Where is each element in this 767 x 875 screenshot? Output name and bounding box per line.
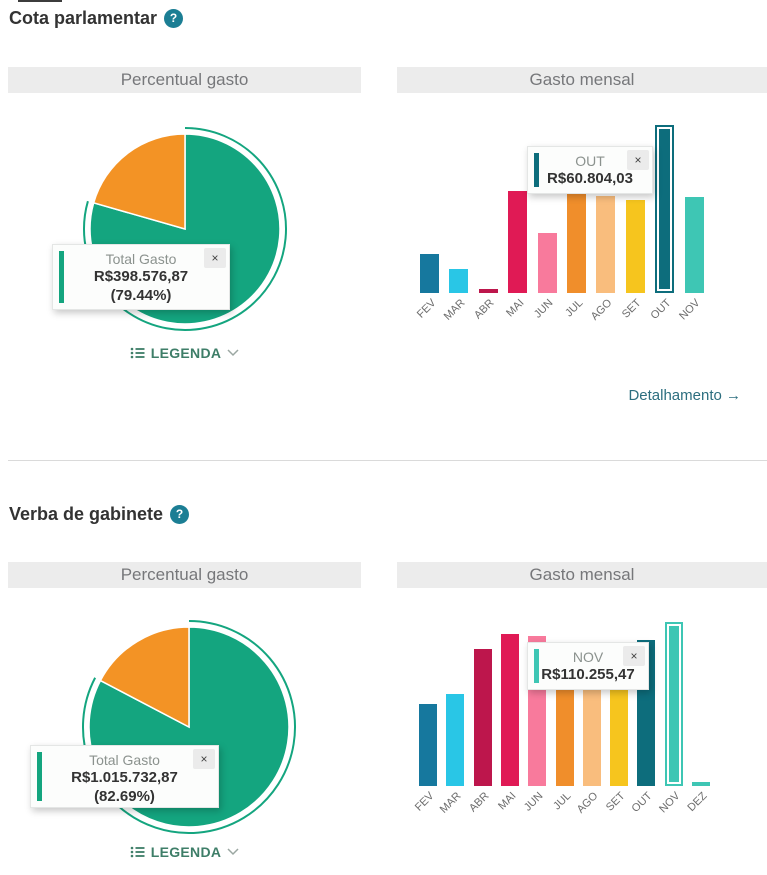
section-divider [8, 460, 767, 461]
help-icon[interactable]: ? [170, 505, 190, 524]
bar-mar[interactable] [449, 269, 469, 293]
bar-abr[interactable] [473, 649, 492, 786]
detalhamento-link[interactable]: Detalhamento → [628, 387, 741, 404]
page-top-fragment [18, 0, 62, 2]
tooltip-title: Total Gasto [89, 752, 160, 768]
bar-fev[interactable] [419, 704, 437, 786]
tooltip-accent-bar [534, 649, 539, 683]
bar-fev[interactable] [420, 254, 439, 293]
bar-ago[interactable] [582, 671, 601, 786]
section-title-text: Verba de gabinete [9, 504, 164, 524]
bar-set[interactable] [610, 674, 629, 786]
bar-chart-verba: FEV MAR ABR MAI JUN JUL AGO SET OUT NOV DEZ [397, 600, 767, 816]
pie-slice-remainder[interactable] [92, 133, 186, 230]
tooltip-value: R$60.804,03 [547, 170, 633, 187]
tooltip-accent-bar [534, 153, 539, 187]
panel-header-gasto-mensal-verba: Gasto mensal [397, 562, 767, 588]
pie-slice-remainder[interactable] [99, 626, 190, 729]
tooltip-title: NOV [572, 649, 604, 665]
bar-chart-cota: FEV MAR ABR MAI JUN JUL AGO SET OUT NOV [397, 110, 767, 323]
tooltip-total-gasto-cota: × Total Gasto R$398.576,87 (79.44%) [52, 244, 230, 310]
bar-jul[interactable] [567, 193, 586, 293]
section-title-text: Cota parlamentar [9, 8, 158, 28]
bar-abr[interactable] [478, 289, 498, 293]
legend-toggle-cota[interactable]: LEGENDA [8, 345, 361, 361]
panel-header-label: Gasto mensal [529, 70, 635, 89]
chevron-down-icon [227, 349, 239, 357]
bar-mai[interactable] [508, 191, 528, 293]
bar-jul[interactable] [555, 666, 574, 786]
bar-nov[interactable] [664, 622, 683, 786]
tooltip-percent: (79.44%) [110, 287, 172, 304]
bar-jun[interactable] [537, 233, 557, 293]
list-icon [130, 846, 145, 858]
legend-label: LEGENDA [150, 345, 222, 361]
tooltip-accent-bar [59, 251, 64, 303]
bar-mar[interactable] [446, 694, 465, 786]
tooltip-title: OUT [575, 153, 605, 169]
section-title-verba-de-gabinete: Verba de gabinete ? [9, 504, 190, 525]
help-icon[interactable]: ? [164, 9, 184, 28]
tooltip-close-button[interactable]: × [204, 248, 226, 268]
panel-header-percentual-gasto-cota: Percentual gasto [8, 67, 361, 93]
bar-mai[interactable] [500, 634, 519, 786]
bar-nov[interactable] [684, 197, 704, 293]
tooltip-value: R$398.576,87 [93, 268, 189, 285]
legend-toggle-verba[interactable]: LEGENDA [8, 844, 361, 860]
tooltip-value: R$1.015.732,87 [71, 769, 178, 786]
tooltip-close-button[interactable]: × [623, 646, 645, 666]
chevron-down-icon [227, 848, 239, 856]
tooltip-close-button[interactable]: × [193, 749, 215, 769]
tooltip-close-button[interactable]: × [627, 150, 649, 170]
bar-dez[interactable] [692, 782, 710, 786]
bar-out[interactable] [655, 125, 675, 293]
tooltip-title: Total Gasto [105, 251, 177, 267]
tooltip-value: R$110.255,47 [541, 666, 635, 683]
tooltip-out-cota: × OUT R$60.804,03 [527, 146, 653, 194]
section-title-cota-parlamentar: Cota parlamentar ? [9, 8, 184, 29]
tooltip-nov-verba: × NOV R$110.255,47 [527, 642, 649, 690]
tooltip-percent: (82.69%) [94, 788, 155, 805]
list-icon [130, 347, 145, 359]
bar-set[interactable] [625, 200, 645, 293]
panel-header-percentual-gasto-verba: Percentual gasto [8, 562, 361, 588]
bar-ago[interactable] [596, 196, 616, 293]
panel-header-label: Percentual gasto [120, 565, 249, 584]
tooltip-accent-bar [37, 752, 42, 801]
panel-header-label: Gasto mensal [529, 565, 635, 584]
panel-header-label: Percentual gasto [120, 70, 249, 89]
tooltip-total-gasto-verba: × Total Gasto R$1.015.732,87 (82.69%) [30, 745, 219, 808]
panel-header-gasto-mensal-cota: Gasto mensal [397, 67, 767, 93]
legend-label: LEGENDA [150, 844, 222, 860]
